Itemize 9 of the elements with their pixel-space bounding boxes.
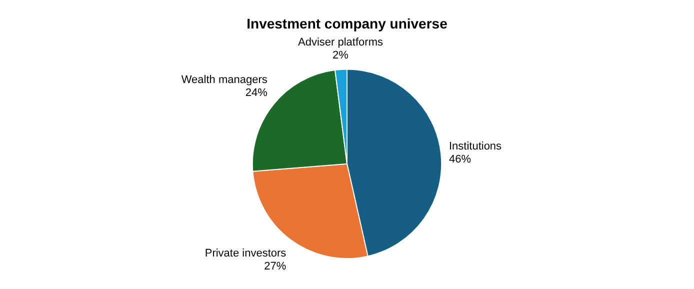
chart-title: Investment company universe xyxy=(246,15,448,32)
slice-label: Private investors xyxy=(204,248,287,260)
slice-label: Adviser platforms xyxy=(298,36,384,49)
data-label: 24% xyxy=(245,87,268,100)
slice-label: Institutions xyxy=(448,140,502,153)
data-label: 27% xyxy=(264,260,286,273)
data-label: 2% xyxy=(332,50,349,62)
data-label: 46% xyxy=(448,154,472,166)
slice-label: Wealth managers xyxy=(181,74,268,86)
